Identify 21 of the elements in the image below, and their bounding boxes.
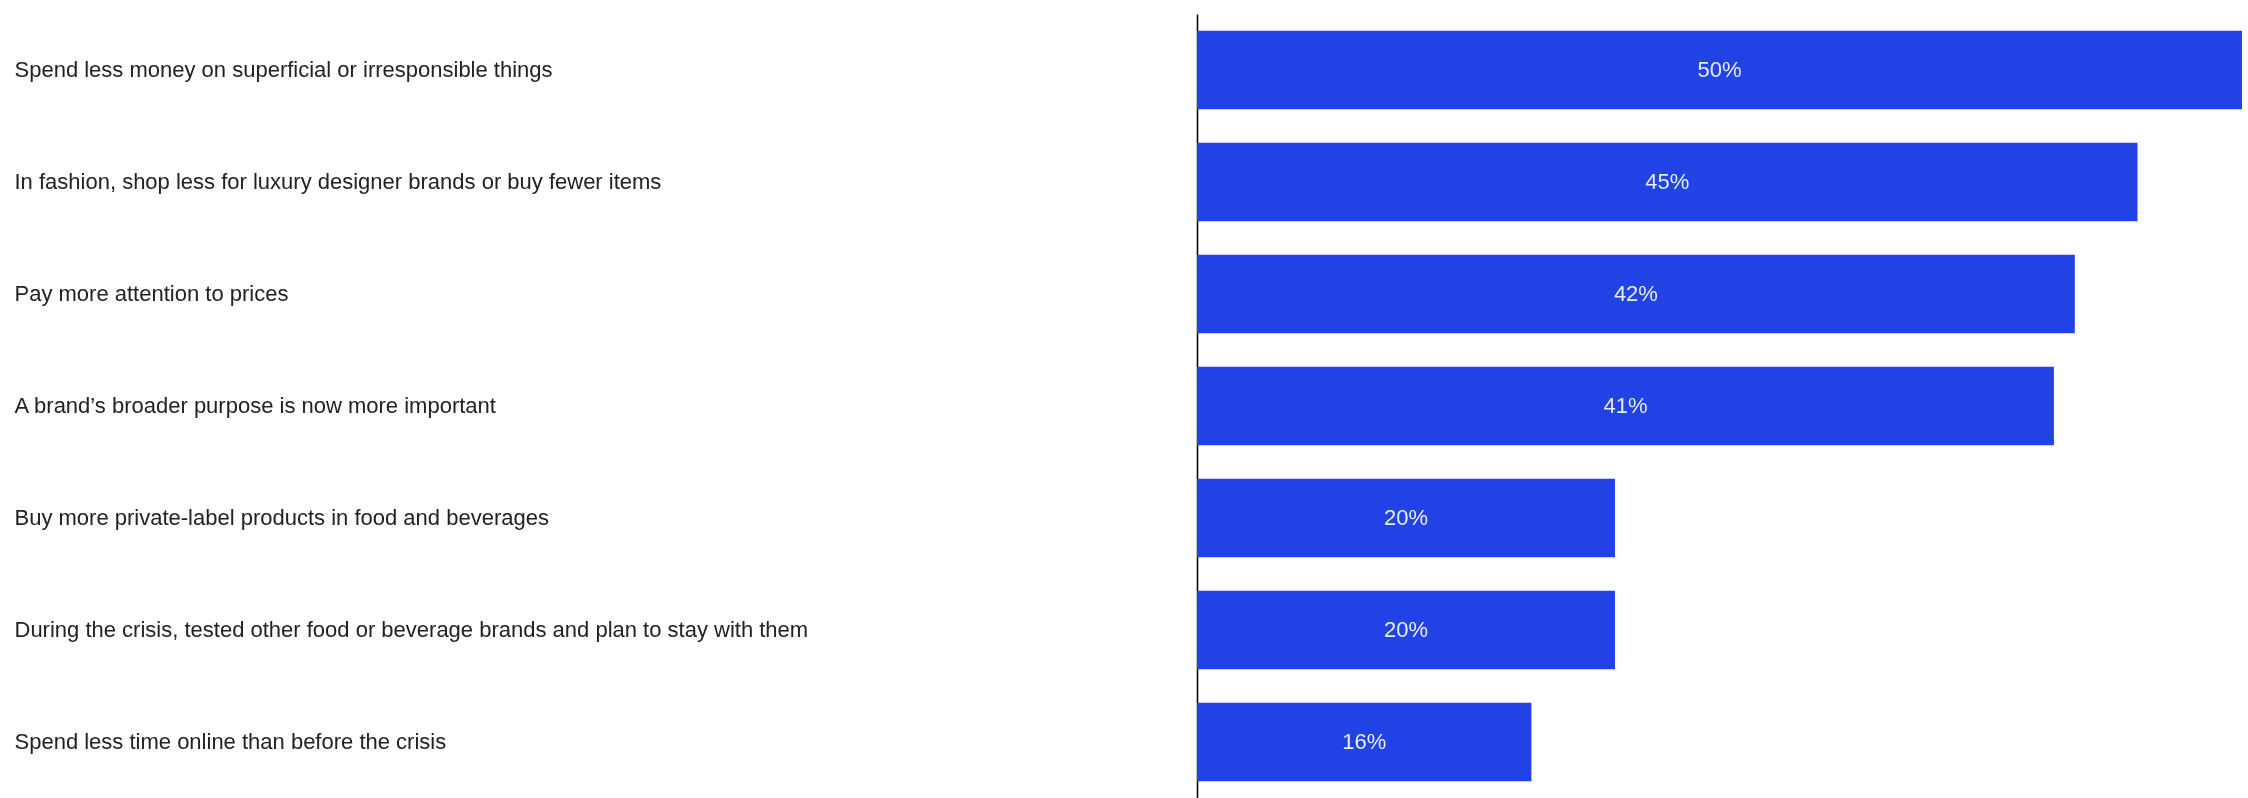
bar [1197, 478, 1615, 558]
y-tick-label: In fashion, shop less for luxury designer brands or buy fewer items [14, 169, 662, 194]
bar [1197, 702, 1532, 782]
y-tick-label: Pay more attention to prices [14, 281, 289, 306]
y-tick-label: A brand’s broader purpose is now more important [14, 393, 496, 418]
y-tick-label: During the crisis, tested other food or beverage brands and plan to stay with them [14, 617, 809, 642]
y-tick-label: Spend less money on superficial or irresponsible things [14, 57, 553, 82]
data-label: 45% [1645, 169, 1690, 194]
data-label: 42% [1613, 281, 1658, 306]
bar [1197, 590, 1615, 670]
data-label: 41% [1603, 393, 1648, 418]
data-label: 20% [1383, 505, 1429, 530]
bar [1197, 30, 2242, 110]
bar [1197, 254, 2075, 334]
data-label: 50% [1697, 57, 1742, 82]
y-tick-label: Buy more private-label products in food and beverages [14, 505, 549, 530]
data-label: 20% [1383, 617, 1429, 642]
y-tick-label: Spend less time online than before the crisis [14, 729, 447, 754]
bar [1197, 366, 2054, 446]
data-label: 16% [1342, 729, 1387, 754]
bar [1197, 142, 2138, 222]
